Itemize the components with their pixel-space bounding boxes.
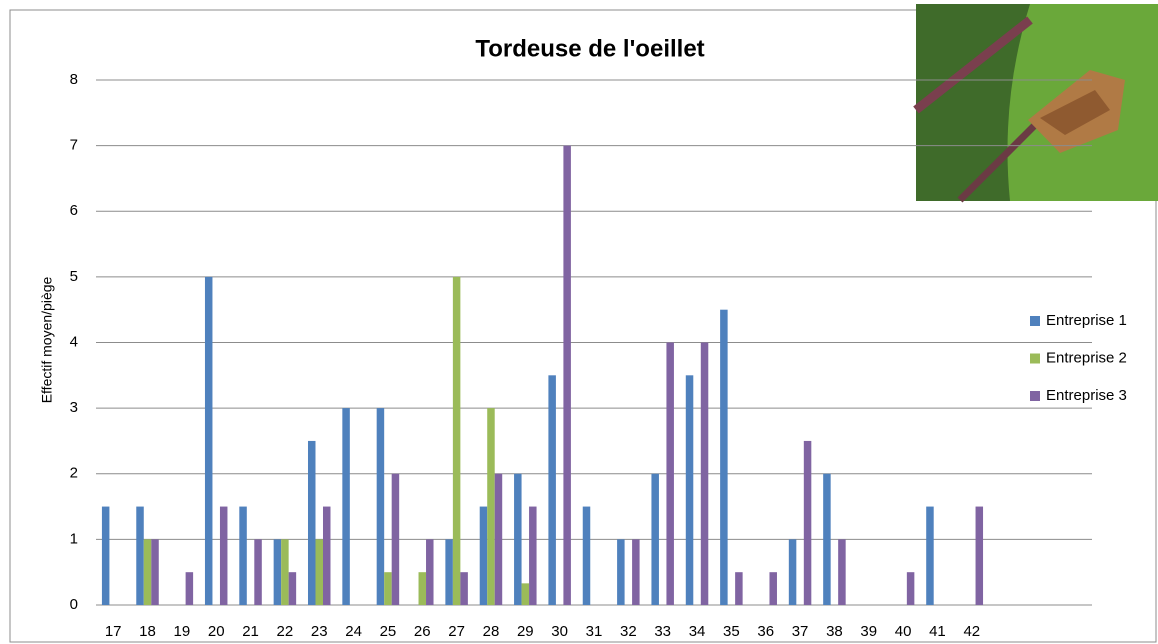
- x-tick-label: 21: [242, 623, 259, 640]
- bar: [522, 583, 530, 605]
- bar: [789, 539, 797, 605]
- y-tick-label: 4: [70, 333, 78, 350]
- legend-label: Entreprise 2: [1046, 349, 1127, 366]
- legend-label: Entreprise 3: [1046, 387, 1127, 404]
- bar: [308, 441, 316, 605]
- bar: [151, 539, 159, 605]
- x-tick-label: 31: [586, 623, 603, 640]
- bar: [735, 572, 743, 605]
- bar: [720, 310, 728, 605]
- bar: [239, 507, 247, 605]
- bar: [976, 507, 984, 605]
- y-axis-label: Effectif moyen/piège: [39, 276, 55, 403]
- y-tick-label: 8: [70, 71, 78, 88]
- x-tick-label: 26: [414, 623, 431, 640]
- bar: [529, 507, 537, 605]
- x-tick-label: 25: [380, 623, 397, 640]
- x-tick-label: 18: [139, 623, 156, 640]
- chart-title: Tordeuse de l'oeillet: [475, 35, 704, 62]
- x-tick-label: 36: [757, 623, 774, 640]
- bar: [102, 507, 110, 605]
- bar: [823, 474, 831, 605]
- bar: [453, 277, 461, 605]
- bar: [315, 539, 323, 605]
- y-tick-label: 5: [70, 268, 78, 285]
- y-tick-label: 6: [70, 202, 78, 219]
- y-tick-label: 1: [70, 530, 78, 547]
- x-tick-label: 41: [929, 623, 946, 640]
- bar: [342, 408, 350, 605]
- bar: [220, 507, 228, 605]
- x-tick-label: 30: [551, 623, 568, 640]
- photo: [916, 4, 1158, 201]
- bar: [419, 572, 427, 605]
- bar: [769, 572, 777, 605]
- x-tick-label: 24: [345, 623, 362, 640]
- x-tick-label: 39: [860, 623, 877, 640]
- bar: [701, 343, 709, 606]
- bar: [144, 539, 152, 605]
- bar: [838, 539, 846, 605]
- bar: [666, 343, 674, 606]
- bar: [274, 539, 282, 605]
- bar: [281, 539, 289, 605]
- x-tick-label: 19: [174, 623, 191, 640]
- x-tick-label: 34: [689, 623, 706, 640]
- bar: [804, 441, 812, 605]
- x-tick-label: 23: [311, 623, 328, 640]
- x-tick-label: 17: [105, 623, 122, 640]
- bar: [205, 277, 213, 605]
- bar: [632, 539, 640, 605]
- bar: [289, 572, 297, 605]
- y-tick-label: 2: [70, 465, 78, 482]
- bar: [617, 539, 625, 605]
- bar: [495, 474, 503, 605]
- y-tick-label: 0: [70, 596, 78, 613]
- x-tick-label: 42: [963, 623, 980, 640]
- bar: [907, 572, 915, 605]
- x-tick-label: 38: [826, 623, 843, 640]
- bar: [426, 539, 434, 605]
- bar: [548, 375, 556, 605]
- bar: [563, 146, 571, 605]
- legend-swatch: [1030, 354, 1040, 364]
- chart: Tordeuse de l'oeillet Effectif moyen/piè…: [0, 0, 1158, 644]
- x-tick-label: 35: [723, 623, 740, 640]
- bar: [323, 507, 331, 605]
- bar: [926, 507, 934, 605]
- bar: [445, 539, 453, 605]
- legend-swatch: [1030, 316, 1040, 326]
- bar: [136, 507, 144, 605]
- y-tick-label: 3: [70, 399, 78, 416]
- bar: [186, 572, 194, 605]
- bar: [480, 507, 488, 605]
- bar: [377, 408, 385, 605]
- bar: [514, 474, 522, 605]
- legend-label: Entreprise 1: [1046, 312, 1127, 329]
- y-tick-label: 7: [70, 137, 78, 154]
- x-tick-label: 29: [517, 623, 534, 640]
- bar: [583, 507, 591, 605]
- x-tick-label: 40: [895, 623, 912, 640]
- x-tick-label: 22: [277, 623, 294, 640]
- bar: [651, 474, 659, 605]
- bar: [392, 474, 400, 605]
- x-tick-label: 37: [792, 623, 809, 640]
- bar: [254, 539, 262, 605]
- bar: [384, 572, 392, 605]
- bar: [460, 572, 468, 605]
- x-tick-label: 28: [483, 623, 500, 640]
- bar: [686, 375, 694, 605]
- x-tick-label: 27: [448, 623, 465, 640]
- x-tick-label: 32: [620, 623, 637, 640]
- bar: [487, 408, 495, 605]
- legend-swatch: [1030, 391, 1040, 401]
- x-tick-label: 20: [208, 623, 225, 640]
- x-tick-label: 33: [654, 623, 671, 640]
